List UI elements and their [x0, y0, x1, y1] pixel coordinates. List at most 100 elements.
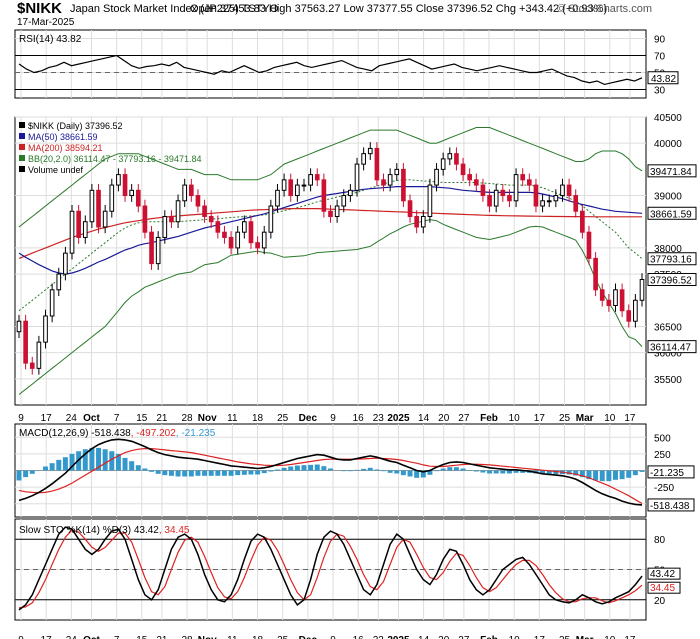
x-tick-label: 2025 — [387, 413, 410, 424]
candle-body — [36, 341, 42, 369]
x-tick-label: 17 — [41, 413, 53, 424]
candle-body — [63, 252, 68, 275]
macd-value-tag — [647, 498, 695, 512]
candle-body — [49, 289, 55, 317]
x-tick-label: Nov — [198, 635, 217, 639]
candle-body — [109, 184, 115, 212]
candle-body — [573, 195, 579, 212]
macd-histogram-bar — [599, 470, 605, 482]
legend-entry: MA(200) 38594.21 — [28, 143, 103, 153]
macd-histogram-bar — [407, 470, 413, 477]
price-value-tag — [647, 273, 697, 287]
candle-body — [23, 320, 28, 364]
candle-body — [321, 179, 327, 212]
x-tick-label: Feb — [480, 635, 498, 639]
price-value-text: 36114.47 — [650, 343, 691, 354]
macd-histogram-bar — [202, 470, 208, 476]
price-value-tag — [647, 164, 697, 178]
macd-histogram-bar — [16, 470, 22, 481]
macd-histogram-bar — [473, 470, 479, 472]
macd-histogram-bar — [540, 470, 546, 475]
candle-body — [328, 210, 333, 217]
x-tick-label: 17 — [41, 635, 53, 639]
candle-body — [546, 200, 552, 203]
x-tick-label: 7 — [114, 635, 120, 639]
x-tick-label: 15 — [136, 635, 148, 639]
legend-swatch — [19, 144, 25, 150]
candle-body — [149, 231, 154, 265]
sto-label-part: , 34.45 — [159, 525, 190, 536]
x-tick-label: 9 — [18, 635, 24, 639]
y-tick-label: 90 — [654, 35, 666, 46]
candle-body — [454, 153, 459, 165]
macd-histogram-bar — [261, 470, 267, 474]
candle-body — [56, 273, 62, 291]
macd-histogram-bar — [414, 470, 420, 478]
candle-body — [420, 215, 426, 228]
x-tick-label: 27 — [458, 635, 470, 639]
macd-label-part: , -497.202 — [131, 428, 176, 439]
panel-frame — [14, 29, 647, 99]
candle-body — [447, 153, 453, 160]
macd-histogram-bar — [361, 468, 367, 471]
macd-histogram-bar — [506, 470, 512, 474]
x-tick-label: Mar — [576, 413, 594, 424]
x-tick-label: 17 — [534, 635, 546, 639]
candle-body — [255, 242, 260, 249]
y-tick-label: 80 — [654, 535, 666, 546]
ohlc-summary: Open 37453.83 High 37563.27 Low 37377.55… — [190, 3, 608, 15]
macd-histogram-bar — [281, 467, 287, 471]
x-tick-label: 16 — [353, 635, 365, 639]
candle-body — [69, 210, 75, 254]
x-tick-label: 10 — [604, 635, 616, 639]
candle-body — [387, 174, 393, 186]
candle-body — [76, 210, 81, 238]
y-tick-label: 250 — [654, 450, 671, 461]
candle-body — [228, 236, 234, 249]
macd-histogram-bar — [49, 463, 55, 471]
macd-histogram-bar — [82, 449, 88, 471]
price-value-tag — [647, 340, 697, 354]
candle-body — [242, 221, 247, 233]
candle-body — [341, 195, 347, 207]
candle-body — [175, 200, 181, 223]
legend-swatch — [19, 133, 25, 139]
macd-value-text: -21.235 — [650, 468, 684, 479]
candle-body — [513, 174, 519, 202]
candle-body — [639, 279, 645, 301]
y-tick-label: 39000 — [654, 192, 682, 203]
x-tick-label: Oct — [83, 413, 100, 424]
x-tick-label: 17 — [624, 413, 636, 424]
x-tick-label: 10 — [509, 635, 521, 639]
macd-histogram-bar — [367, 467, 373, 471]
macd-histogram-bar — [381, 470, 387, 472]
macd-label-part: -518.438 — [91, 428, 131, 439]
price-value-text: 37793.16 — [650, 255, 692, 266]
candle-body — [374, 147, 380, 181]
macd-histogram-bar — [102, 449, 108, 471]
legend-entry: Volume undef — [28, 165, 84, 175]
sto-value-text: 43.42 — [650, 569, 675, 580]
x-tick-label: 21 — [156, 635, 168, 639]
macd-histogram-bar — [612, 470, 618, 480]
macd-histogram-bar — [69, 453, 75, 471]
candle-body — [208, 215, 214, 223]
candle-body — [367, 147, 373, 155]
candle-body — [527, 179, 532, 186]
candle-body — [308, 174, 313, 186]
x-tick-label: 9 — [18, 413, 24, 424]
candle-body — [162, 215, 168, 238]
candle-body — [566, 184, 572, 197]
rsi-value-text: 43.82 — [651, 74, 676, 85]
price-value-tag — [647, 206, 697, 220]
candle-body — [613, 289, 618, 307]
candle-body — [248, 221, 254, 244]
x-tick-label: 9 — [330, 635, 336, 639]
macd-histogram-bar — [354, 469, 360, 471]
candle-body — [275, 189, 280, 207]
macd-histogram-bar — [632, 470, 638, 476]
macd-histogram-bar — [129, 461, 135, 471]
y-tick-label: 40500 — [654, 113, 682, 124]
macd-histogram-bar — [579, 470, 585, 478]
candle-body — [182, 184, 188, 202]
